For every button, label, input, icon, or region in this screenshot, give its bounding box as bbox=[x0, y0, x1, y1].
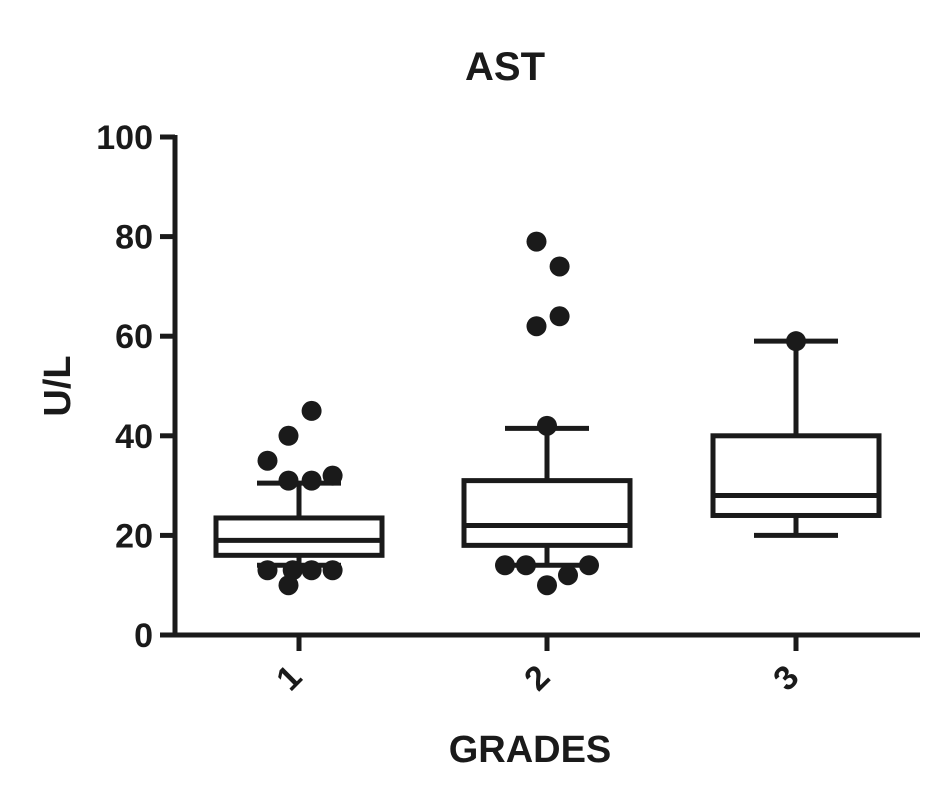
outlier-point bbox=[322, 465, 343, 486]
box-iqr bbox=[213, 515, 385, 558]
outlier-point bbox=[549, 306, 570, 327]
outlier-point bbox=[549, 256, 570, 277]
outlier-point bbox=[257, 560, 278, 581]
outlier-point bbox=[526, 231, 547, 252]
outlier-point bbox=[322, 560, 343, 581]
plot-area: 0 20 40 60 80 100 1 2 3 bbox=[96, 119, 920, 698]
box-iqr bbox=[710, 433, 882, 518]
x-tick-label: 1 bbox=[269, 658, 309, 698]
outlier-point bbox=[495, 555, 515, 576]
y-tick-label: 20 bbox=[115, 517, 153, 555]
outlier-point bbox=[537, 575, 557, 596]
y-tick-label: 100 bbox=[96, 119, 153, 157]
outlier-point bbox=[526, 316, 547, 337]
y-tick-label: 80 bbox=[115, 219, 153, 257]
outlier-point bbox=[301, 400, 322, 421]
x-axis-label: GRADES bbox=[449, 729, 612, 771]
y-axis-label: U/L bbox=[37, 355, 79, 416]
x-tick-label: 2 bbox=[517, 658, 557, 698]
outlier-point bbox=[786, 331, 806, 352]
outlier-point bbox=[278, 470, 299, 491]
y-tick-label: 60 bbox=[115, 318, 153, 356]
outlier-point bbox=[579, 555, 599, 576]
outlier-point bbox=[558, 565, 578, 586]
outlier-point bbox=[537, 415, 557, 436]
outlier-point bbox=[278, 575, 299, 596]
outlier-point bbox=[278, 425, 299, 446]
chart-title: AST bbox=[465, 45, 545, 89]
y-tick-label: 0 bbox=[134, 617, 153, 655]
outlier-point bbox=[301, 560, 322, 581]
outlier-point bbox=[301, 470, 322, 491]
box-iqr bbox=[461, 478, 633, 548]
y-tick-label: 40 bbox=[115, 418, 153, 456]
outlier-point bbox=[516, 555, 536, 576]
outlier-point bbox=[257, 450, 278, 471]
x-tick-label: 3 bbox=[766, 658, 806, 698]
